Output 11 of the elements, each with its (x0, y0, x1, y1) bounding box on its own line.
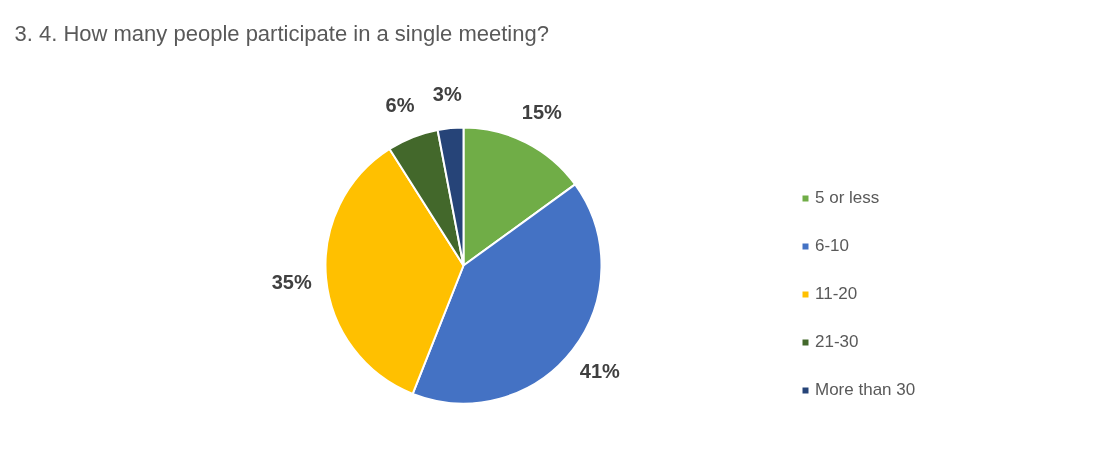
legend-label: 11-20 (815, 284, 858, 304)
legend-label: 6-10 (815, 236, 850, 256)
legend-label: More than 30 (815, 380, 916, 400)
data-label: 3% (432, 82, 462, 105)
legend-label: 21-30 (815, 332, 859, 352)
data-label: 41% (579, 360, 621, 383)
legend-label: 5 or less (815, 188, 880, 208)
data-label: 35% (271, 270, 312, 293)
data-label: 6% (385, 94, 415, 117)
chart-title: 3. 4. How many people participate in a single meeting? (14, 20, 549, 46)
data-label: 15% (521, 100, 563, 123)
